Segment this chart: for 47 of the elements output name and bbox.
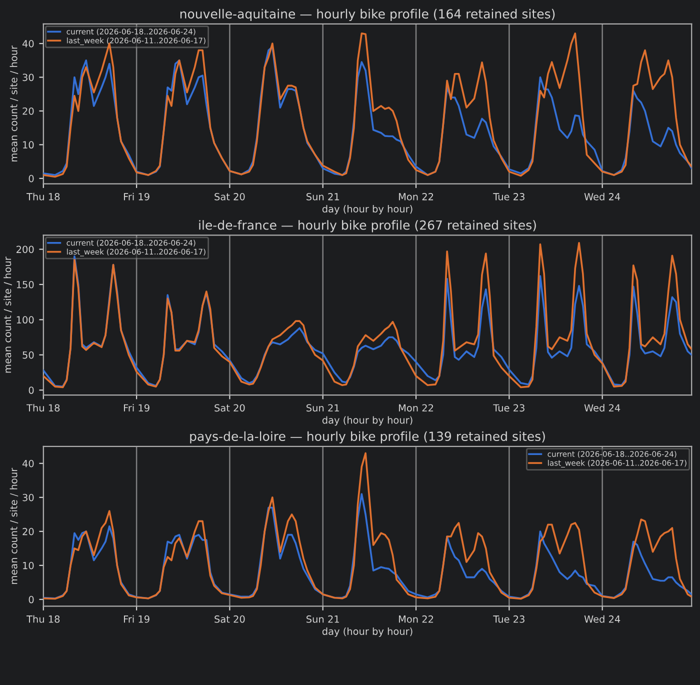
y-tick-label: 10 xyxy=(23,141,34,149)
y-tick-label: 200 xyxy=(16,246,34,254)
y-axis-title: mean count / site / hour xyxy=(10,468,18,584)
x-tick-label: Mon 22 xyxy=(398,404,434,412)
x-axis-title: day (hour by hour) xyxy=(322,205,412,214)
y-tick-label: 0 xyxy=(28,596,34,604)
x-axis-title: day (hour by hour) xyxy=(322,627,412,637)
x-axis-title: day (hour by hour) xyxy=(322,416,412,426)
chart-title: nouvelle-aquitaine — hourly bike profile (164 retained sites) xyxy=(180,8,555,22)
y-tick-label: 0 xyxy=(28,386,34,394)
x-tick-label: Wed 24 xyxy=(584,192,620,200)
y-tick-label: 30 xyxy=(22,494,34,502)
x-tick-label: Sat 20 xyxy=(214,615,245,623)
x-tick-label: Mon 22 xyxy=(398,615,434,623)
x-tick-label: Tue 23 xyxy=(493,193,524,200)
line-series xyxy=(43,452,692,600)
y-tick-label: 50 xyxy=(22,351,34,359)
y-axis-title: mean count / site / hour xyxy=(4,256,12,373)
x-tick-label: Tue 23 xyxy=(493,615,524,623)
x-tick-label: Tue 23 xyxy=(493,404,524,412)
x-tick-label: Thu 18 xyxy=(26,615,60,623)
y-tick-label: 40 xyxy=(22,40,34,48)
x-tick-label: Sun 21 xyxy=(306,615,339,623)
x-tick-label: Wed 24 xyxy=(584,615,620,623)
x-tick-label: Thu 18 xyxy=(26,192,60,200)
y-axis-title: mean count / site / hour xyxy=(10,45,18,162)
x-tick-label: Sun 21 xyxy=(306,404,339,412)
y-tick-label: 30 xyxy=(22,74,34,82)
y-tick-label: 0 xyxy=(28,174,34,182)
y-tick-label: 150 xyxy=(16,280,34,288)
x-tick-label: Mon 22 xyxy=(398,193,434,200)
x-tick-label: Sat 20 xyxy=(214,193,245,200)
chart-title: ile-de-france — hourly bike profile (267 retained sites) xyxy=(199,220,536,232)
x-tick-label: Fri 19 xyxy=(124,615,150,623)
line-series xyxy=(43,493,692,600)
chart-title: pays-de-la-loire — hourly bike profile (139 retained sites) xyxy=(190,431,545,444)
y-tick-label: 40 xyxy=(22,460,34,468)
y-tick-label: 10 xyxy=(23,562,34,570)
x-tick-label: Sat 20 xyxy=(214,404,245,412)
y-tick-label: 20 xyxy=(22,107,34,115)
x-tick-label: Wed 24 xyxy=(584,404,620,412)
y-tick-label: 20 xyxy=(22,528,34,536)
y-tick-label: 100 xyxy=(16,316,34,324)
x-tick-label: Fri 19 xyxy=(124,404,150,412)
x-tick-label: Sun 21 xyxy=(306,193,339,200)
x-tick-label: Thu 18 xyxy=(26,404,60,412)
x-tick-label: Fri 19 xyxy=(124,192,150,200)
